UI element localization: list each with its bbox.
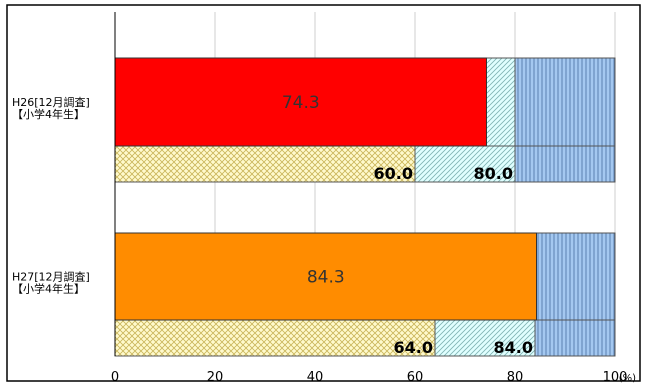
x-tick-label: 60 bbox=[407, 370, 424, 385]
reference-band bbox=[114, 145, 416, 183]
reference-band bbox=[434, 319, 536, 357]
x-tick-label: 80 bbox=[507, 370, 524, 385]
chart-frame bbox=[6, 4, 641, 382]
category-label: H26[12月調査] bbox=[12, 95, 90, 109]
reference-band bbox=[414, 145, 516, 183]
bars bbox=[114, 57, 537, 321]
band-label: 64.0 bbox=[394, 338, 433, 357]
bar bbox=[114, 232, 537, 321]
category-label: 【小学4年生】 bbox=[12, 107, 85, 121]
bar bbox=[114, 57, 487, 147]
band-label: 84.0 bbox=[494, 338, 533, 357]
band-label: 80.0 bbox=[474, 164, 513, 183]
x-tick-label: 0 bbox=[111, 370, 119, 385]
bar-value-label: 84.3 bbox=[307, 268, 345, 288]
category-label: 【小学4年生】 bbox=[12, 282, 85, 296]
category-label: H27[12月調査] bbox=[12, 270, 90, 284]
bar-value-label: 74.3 bbox=[282, 93, 320, 113]
reference-band-upper bbox=[534, 232, 616, 321]
band-label: 60.0 bbox=[374, 164, 413, 183]
x-unit-label: (%) bbox=[619, 373, 636, 384]
x-tick-label: 100 bbox=[603, 370, 628, 385]
x-tick-label: 40 bbox=[307, 370, 324, 385]
x-tick-label: 20 bbox=[207, 370, 224, 385]
reference-band bbox=[514, 145, 616, 183]
reference-band-upper bbox=[514, 57, 616, 147]
reference-band bbox=[534, 319, 616, 357]
reference-band bbox=[114, 319, 436, 357]
